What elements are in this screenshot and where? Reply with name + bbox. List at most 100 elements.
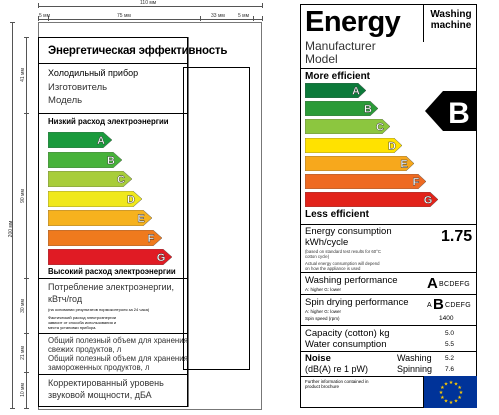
en-class-letter: E <box>400 158 407 170</box>
en-noise-washing-label: Washing <box>397 353 432 363</box>
ru-manufacturer: Изготовитель <box>48 82 108 93</box>
dim-noise-height: 10 мм <box>20 383 26 397</box>
en-washing-class-big: A <box>427 275 438 292</box>
en-class-arrow-c: C <box>305 119 398 135</box>
ru-class-arrow-d: D <box>48 190 150 207</box>
en-appliance-type-2: machine <box>430 20 472 31</box>
en-consumption-note-4: on how the appliance is used <box>305 266 361 271</box>
ru-class-arrow-f: F <box>48 229 170 246</box>
ru-class-arrow-b: B <box>48 151 130 168</box>
eu-energy-label: Energy Washing machine Manufacturer Mode… <box>300 4 477 408</box>
ru-consumption-note3: зависит от способа использования и <box>48 320 117 325</box>
dim-right-margin: 5 мм <box>238 13 250 19</box>
en-class-letter: B <box>364 104 372 116</box>
en-class-arrow-e: E <box>305 155 422 171</box>
en-model: Model <box>305 52 338 66</box>
en-further-info-2: product brochure <box>305 384 340 389</box>
en-washing-class-rest: BCDEFG <box>439 281 470 288</box>
ru-consumption-note4: места установки прибора. <box>48 325 97 330</box>
ru-class-letter: E <box>137 213 144 225</box>
dim-consumption-height: 30 мм <box>20 299 26 313</box>
ru-volume-frozen-1: Общий полезный объем для хранения <box>48 354 188 363</box>
en-capacity-value: 5.0 <box>445 330 455 337</box>
ru-consumption-note2: Фактический расход электроэнергии <box>48 315 116 320</box>
dim-arrows-height: 90 мм <box>20 189 26 203</box>
en-spin-class-big: B <box>433 296 444 313</box>
en-consumption-value: 1.75 <box>441 228 473 245</box>
en-capacity-label: Capacity (cotton) kg <box>305 328 390 339</box>
en-class-arrow-d: D <box>305 137 410 153</box>
en-manufacturer: Manufacturer <box>305 39 376 53</box>
en-noise-unit: (dB(A) re 1 pW) <box>305 364 369 374</box>
eu-flag-icon: ★ ★ ★ ★ ★ ★ ★ ★ ★ ★ ★ ★ <box>423 376 477 408</box>
ru-volume-fresh-1: Общий полезный объем для хранения <box>48 336 188 345</box>
en-noise-spinning-value: 7.6 <box>445 366 455 373</box>
eu-star-icon: ★ <box>449 380 454 386</box>
eu-star-icon: ★ <box>449 400 454 406</box>
ru-consumption-unit: кВтч/год <box>48 294 83 304</box>
en-class-letter: F <box>413 176 420 188</box>
dim-volume-height: 21 мм <box>20 346 26 360</box>
eu-star-icon: ★ <box>444 399 449 405</box>
en-more-efficient: More efficient <box>305 71 371 82</box>
en-spin-performance: Spin drying performance <box>305 297 409 308</box>
dim-left-margin: 5 мм <box>39 13 51 19</box>
ru-title: Энергетическая эффективность <box>48 45 228 57</box>
en-class-arrow-g: G <box>305 192 446 208</box>
en-consumption-label-2: kWh/cycle <box>305 237 349 248</box>
eu-star-icon: ★ <box>444 381 449 387</box>
en-class-letter: D <box>388 140 396 152</box>
ru-class-letter: G <box>157 252 166 264</box>
ru-low-consumption: Низкий расход электроэнергии <box>48 117 169 126</box>
ru-class-letter: A <box>97 135 105 147</box>
ru-high-consumption: Высокий расход электроэнергии <box>48 267 176 276</box>
en-spin-scale: A: higher G: lower <box>305 309 342 314</box>
en-noise-label: Noise <box>305 353 331 364</box>
en-class-letter: A <box>352 85 360 97</box>
en-class-arrow-b: B <box>305 101 386 117</box>
ru-noise-2: звуковой мощности, дБА <box>48 390 152 400</box>
en-spin-class-rest: CDEFG <box>445 302 471 309</box>
en-title: Energy <box>305 6 401 38</box>
eu-star-icon: ★ <box>459 390 464 396</box>
en-consumption-note-3: Actual energy consumption will depend <box>305 261 380 266</box>
en-rating-letter: B <box>448 97 470 130</box>
en-class-letter: C <box>376 122 384 134</box>
en-further-info-1: Further information contained in <box>305 379 369 384</box>
ru-class-arrow-a: A <box>48 132 120 148</box>
ru-energy-label: Энергетическая эффективность Холодильный… <box>38 37 227 407</box>
en-rating-indicator: B <box>425 91 477 136</box>
eu-star-icon: ★ <box>454 381 459 387</box>
en-class-arrow-f: F <box>305 174 434 189</box>
ru-volume-frozen-2: замороженных продуктов, л <box>48 363 150 372</box>
en-consumption-label-1: Energy consumption <box>305 226 392 237</box>
eu-star-icon: ★ <box>457 395 462 401</box>
dim-total-height: 200 мм <box>8 220 14 238</box>
en-class-letter: G <box>424 195 433 207</box>
ru-class-letter: B <box>107 154 115 166</box>
dim-right-width: 33 мм <box>211 13 225 19</box>
eu-star-icon: ★ <box>440 395 445 401</box>
en-class-arrow-a: A <box>305 83 374 98</box>
en-spin-speed-label: Spin speed (rpm) <box>305 316 340 321</box>
en-less-efficient: Less efficient <box>305 209 369 220</box>
ru-class-letter: F <box>148 232 155 244</box>
ru-class-letter: C <box>117 174 125 186</box>
en-washing-performance: Washing performance <box>305 275 398 286</box>
dim-total-width: 110 мм <box>140 0 157 6</box>
eu-star-icon: ★ <box>457 385 462 391</box>
en-water-label: Water consumption <box>305 339 387 350</box>
dim-main-width: 75 мм <box>117 13 131 19</box>
en-noise-washing-value: 5.2 <box>445 355 455 362</box>
ru-class-arrow-c: C <box>48 171 140 187</box>
ru-consumption-note1: (на основании результатов нормоконтроля … <box>48 307 150 312</box>
ru-class-letter: D <box>127 193 135 205</box>
ru-consumption-title: Потребление электроэнергии, <box>48 282 175 292</box>
eu-star-icon: ★ <box>454 399 459 405</box>
en-consumption-note-1: (based on standard test results for 60°C <box>305 249 381 254</box>
en-spin-speed-value: 1400 <box>439 315 454 322</box>
en-water-value: 5.5 <box>445 341 455 348</box>
en-washing-scale: A: higher G: lower <box>305 287 342 292</box>
dim-top-height: 41 мм <box>20 68 26 82</box>
ru-model: Модель <box>48 95 83 106</box>
